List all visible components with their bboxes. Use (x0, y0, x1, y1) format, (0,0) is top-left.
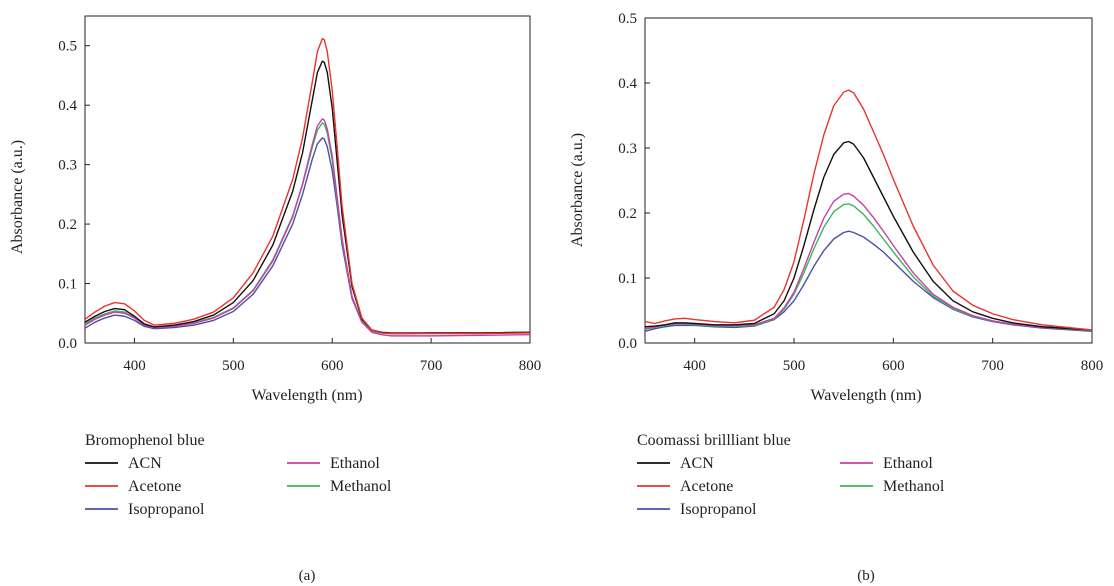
x-tick-label-b: 600 (882, 358, 905, 374)
legend-title-b: Coomassi brillliant blue (637, 432, 791, 449)
x-tick-label-a: 600 (321, 358, 344, 374)
x-tick-label-b: 400 (683, 358, 706, 374)
x-axis-label-a: Wavelength (nm) (251, 387, 362, 404)
legend-label-acetone-a: Acetone (128, 478, 181, 495)
series-line-acn-b (645, 140, 1092, 331)
legend-label-methanol-a: Methanol (330, 478, 392, 495)
legend-label-ethanol-b: Ethanol (883, 455, 933, 472)
x-tick-label-a: 700 (420, 358, 443, 374)
plot-frame-b (644, 17, 1093, 344)
x-tick-label-b: 800 (1081, 358, 1104, 374)
y-tick-label-a: 0.4 (58, 98, 77, 114)
x-tick-label-a: 800 (519, 358, 542, 374)
series-line-ethanol-a (85, 118, 530, 337)
y-tick-label-a: 0.1 (58, 277, 77, 293)
legend-title-a: Bromophenol blue (85, 432, 205, 449)
y-tick-label-a: 0.2 (58, 217, 77, 233)
y-tick-label-a: 0.3 (58, 158, 77, 174)
x-tick-label-b: 500 (783, 358, 806, 374)
series-line-acetone-b (645, 89, 1092, 331)
legend-label-methanol-b: Methanol (883, 478, 945, 495)
legend-label-ethanol-a: Ethanol (330, 455, 380, 472)
series-line-methanol-b (645, 203, 1092, 332)
y-axis-label-a: Absorbance (a.u.) (9, 140, 26, 254)
y-tick-label-a: 0.0 (58, 336, 77, 352)
series-line-methanol-a (85, 122, 530, 335)
y-axis-label-b: Absorbance (a.u.) (569, 133, 586, 247)
legend-label-isopropanol-b: Isopropanol (680, 501, 757, 518)
y-tick-label-b: 0.3 (618, 141, 637, 157)
panel-label-a: (a) (299, 568, 316, 584)
x-tick-label-b: 700 (981, 358, 1004, 374)
y-tick-label-b: 0.2 (618, 206, 637, 222)
series-line-acetone-a (85, 37, 530, 335)
y-tick-label-b: 0.0 (618, 336, 637, 352)
legend-label-acetone-b: Acetone (680, 478, 733, 495)
series-line-acn-a (85, 60, 530, 334)
legend-label-acn-b: ACN (680, 455, 714, 472)
y-tick-label-a: 0.5 (58, 39, 77, 55)
x-tick-label-a: 400 (123, 358, 146, 374)
plot-frame-a (84, 15, 531, 344)
y-tick-label-b: 0.5 (618, 11, 637, 27)
panel-b-coomassi-brilliant-blue: Wavelength (nm) Absorbance (a.u.) Coomas… (569, 11, 1103, 584)
legend-label-acn-a: ACN (128, 455, 162, 472)
x-axis-label-b: Wavelength (nm) (810, 387, 921, 404)
panel-label-b: (b) (857, 568, 875, 584)
y-tick-label-b: 0.1 (618, 271, 637, 287)
series-line-isopropanol-b (645, 230, 1092, 332)
x-tick-label-a: 500 (222, 358, 245, 374)
y-tick-label-b: 0.4 (618, 76, 637, 92)
panel-a-bromophenol-blue: Wavelength (nm) Absorbance (a.u.) Bromop… (9, 15, 542, 584)
legend-label-isopropanol-a: Isopropanol (128, 501, 205, 518)
series-line-ethanol-b (645, 192, 1092, 331)
